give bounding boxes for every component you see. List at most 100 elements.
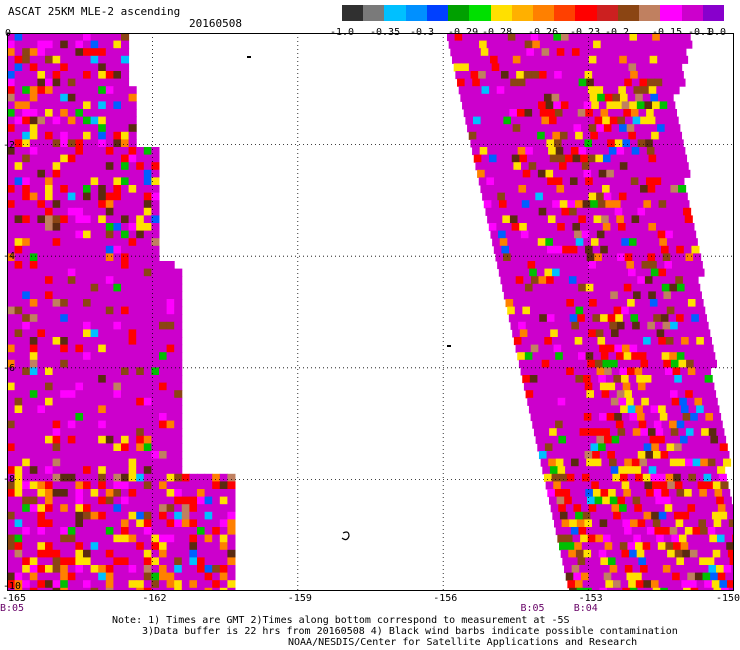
swath-cell [659,33,668,42]
swath-cell [507,238,516,247]
swath-cell [14,435,23,444]
swath-cell [45,390,54,399]
swath-cell [643,200,652,209]
swath-cell [121,321,130,330]
swath-cell [151,230,160,239]
swath-cell [52,337,61,346]
swath-cell [603,504,612,513]
swath-cell [227,481,236,490]
swath-cell [603,86,612,95]
swath-cell [556,321,565,330]
swath-cell [707,458,716,467]
swath-cell [587,534,596,543]
swath-cell [667,481,676,490]
swath-cell [105,428,114,437]
swath-cell [105,489,114,498]
swath-cell [625,223,634,232]
swath-cell [675,519,684,528]
swath-cell [613,63,622,72]
swath-cell [548,147,557,156]
swath-cell [474,55,483,64]
swath-cell [631,352,640,361]
swath-cell [29,200,38,209]
swath-cell [151,207,160,216]
swath-cell [60,268,69,277]
swath-cell [694,534,703,543]
swath-cell [67,207,76,216]
swath-cell [486,177,495,186]
swath-cell [614,451,624,460]
swath-cell [476,63,485,72]
swath-cell [623,352,632,361]
swath-cell [151,314,160,323]
swath-cell [552,238,562,247]
swath-cell [669,78,678,87]
swath-cell [617,185,626,194]
swath-cell [37,489,46,498]
swath-cell [602,223,611,232]
swath-cell [52,177,61,186]
swath-cell [510,185,519,194]
swath-cell [661,177,670,186]
swath-cell [136,337,145,346]
color-scale-label: 0.0 [708,27,727,38]
swath-cell [22,131,31,140]
swath-cell [136,565,145,574]
swath-cell [539,382,548,391]
swath-cell [603,124,612,133]
swath-cell [45,382,54,391]
swath-cell [83,337,92,346]
swath-cell [37,549,46,558]
swath-cell [612,405,621,414]
color-swatch [342,5,364,21]
swath-cell [675,451,684,460]
swath-cell [569,177,579,186]
swath-cell [83,413,92,422]
swath-cell [660,587,669,591]
swath-cell [559,162,568,171]
swath-cell [670,428,679,437]
swath-cell [105,511,114,520]
swath-cell [83,420,92,429]
swath-cell [37,397,46,406]
swath-cell [52,534,61,543]
swath-cell [548,78,557,87]
swath-cell [470,139,479,148]
swath-cell [151,397,160,406]
swath-cell [105,367,114,376]
swath-cell [685,565,694,574]
swath-cell [641,124,650,133]
swath-cell [121,283,130,292]
swath-cell [60,238,69,247]
swath-cell [14,375,23,384]
swath-cell [586,321,595,330]
swath-cell [576,481,585,490]
swath-cell [548,390,557,399]
swath-cell [75,185,84,194]
swath-cell [67,420,76,429]
color-swatch [511,5,533,21]
swath-cell [669,458,678,467]
swath-cell [644,481,653,490]
swath-cell [578,390,587,399]
swath-cell [647,116,656,125]
swath-cell [219,511,228,520]
swath-cell [67,215,76,224]
swath-cell [509,177,518,186]
swath-cell [121,116,130,125]
swath-cell [143,519,152,528]
swath-cell [467,124,476,133]
swath-cell [541,359,550,368]
swath-cell [60,489,69,498]
swath-cell [641,261,650,270]
swath-cell [687,572,696,581]
swath-cell [121,359,130,368]
swath-cell [29,549,38,558]
swath-cell [518,116,527,125]
swath-cell [729,557,734,566]
swath-cell [654,390,663,399]
swath-cell [136,245,145,254]
swath-cell [726,542,734,551]
swath-cell [564,185,573,194]
swath-cell [528,55,537,64]
